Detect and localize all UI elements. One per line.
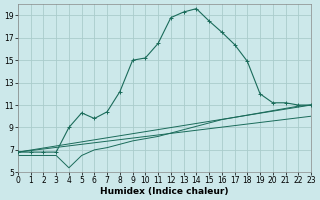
X-axis label: Humidex (Indice chaleur): Humidex (Indice chaleur) [100,187,229,196]
